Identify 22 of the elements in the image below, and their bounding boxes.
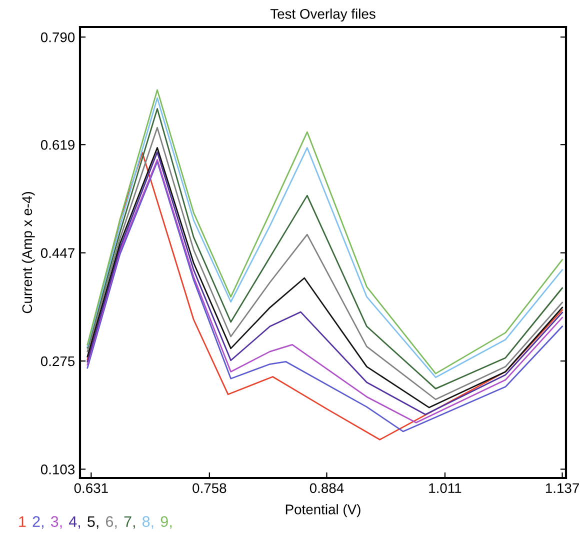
y-axis-title: Current (Amp x e-4) xyxy=(22,192,35,314)
text: 9, xyxy=(160,516,172,529)
text: 3, xyxy=(50,516,62,529)
x-tick-label: 1.137 xyxy=(546,483,579,494)
text: 1 xyxy=(19,516,26,527)
text: 4, xyxy=(68,516,80,529)
y-tick-label: 0.447 xyxy=(40,248,74,258)
chart-title: Test Overlay files xyxy=(270,8,376,22)
text: 6, xyxy=(106,516,117,529)
x-tick-label: 1.011 xyxy=(429,483,462,494)
y-tick-label: 0.103 xyxy=(40,464,75,474)
y-tick-label: 0.275 xyxy=(40,356,75,366)
y-tick-label: 0.619 xyxy=(40,140,74,150)
y-tick-label: 0.790 xyxy=(40,32,75,42)
text: 2, xyxy=(32,516,44,529)
x-tick-label: 0.884 xyxy=(310,483,344,494)
text: 7, xyxy=(124,516,135,529)
x-tick-label: 0.758 xyxy=(192,483,226,494)
x-axis-title: Potential (V) xyxy=(286,504,360,518)
text: 5, xyxy=(88,516,98,529)
text: 8, xyxy=(142,516,154,529)
x-tick-label: 0.631 xyxy=(74,483,108,494)
